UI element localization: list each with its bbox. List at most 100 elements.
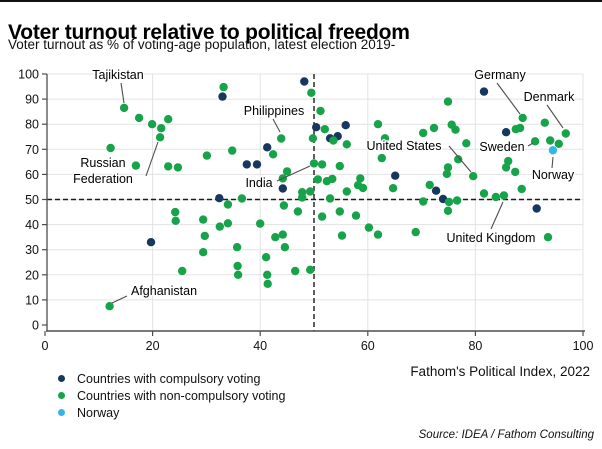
data-point xyxy=(131,161,141,170)
data-point xyxy=(377,153,386,163)
data-point xyxy=(215,194,224,203)
data-point xyxy=(517,184,526,194)
data-point xyxy=(491,192,500,202)
annotation-pointer xyxy=(448,145,472,173)
data-point xyxy=(199,248,208,257)
data-point xyxy=(342,187,351,196)
data-point xyxy=(282,167,292,176)
data-point xyxy=(268,150,278,159)
annotation-pointer xyxy=(551,156,554,169)
data-point xyxy=(452,196,462,205)
data-point xyxy=(309,159,319,168)
data-point xyxy=(263,143,272,152)
annotation-label: Afghanistan xyxy=(131,284,197,298)
annotation-pointer xyxy=(490,201,504,230)
annotation-label: Tajikistan xyxy=(92,68,143,82)
data-point xyxy=(444,197,454,207)
data-point xyxy=(277,134,286,143)
data-point xyxy=(532,204,541,213)
data-point xyxy=(328,174,337,184)
data-point xyxy=(391,171,400,180)
data-point xyxy=(320,125,329,134)
y-tick-label: 70 xyxy=(25,143,39,157)
data-point xyxy=(358,183,368,193)
data-point xyxy=(419,197,428,206)
annotation-label: India xyxy=(245,176,272,190)
data-point xyxy=(388,184,398,193)
data-point xyxy=(223,200,233,209)
data-point xyxy=(147,120,157,129)
data-point xyxy=(171,216,180,225)
legend-item-0: Countries with compulsory voting xyxy=(52,370,285,387)
data-point xyxy=(178,266,187,276)
legend-item-2: Norway xyxy=(52,404,285,421)
legend-item-1: Countries with non-compulsory voting xyxy=(52,387,285,404)
x-tick-label: 80 xyxy=(468,339,482,350)
axes: 0 10 20 30 40 50 60 70 80 90 100 0 20 40 60 80 100 xyxy=(18,68,593,351)
data-point xyxy=(351,211,361,220)
data-point xyxy=(237,194,247,203)
data-point xyxy=(515,123,525,133)
data-point xyxy=(501,128,511,137)
x-tick-label: 0 xyxy=(42,339,49,350)
data-point xyxy=(443,163,453,172)
chart-legend: Countries with compulsory voting Countrie… xyxy=(52,370,285,421)
gridlines xyxy=(47,73,584,330)
annotation-label: United Kingdom xyxy=(447,231,536,245)
data-point xyxy=(380,134,390,143)
series-2 xyxy=(548,146,558,155)
data-point xyxy=(173,163,183,172)
data-point xyxy=(442,169,452,179)
data-point xyxy=(462,139,471,148)
data-point xyxy=(454,155,463,164)
data-point xyxy=(335,207,344,216)
data-point xyxy=(146,238,156,247)
legend-swatch-icon xyxy=(58,392,65,399)
data-point xyxy=(356,174,365,183)
data-point xyxy=(540,118,549,127)
data-point xyxy=(218,92,227,101)
data-point xyxy=(215,222,224,231)
data-point xyxy=(134,113,144,123)
data-point xyxy=(373,230,383,239)
data-point xyxy=(252,160,262,169)
data-point xyxy=(511,167,520,177)
data-point xyxy=(316,106,325,116)
data-point xyxy=(364,223,374,232)
legend-swatch-icon xyxy=(58,409,65,416)
data-point xyxy=(199,215,208,224)
data-point xyxy=(518,113,527,123)
x-tick-label: 40 xyxy=(253,339,267,350)
data-point xyxy=(306,187,315,196)
data-point xyxy=(263,279,272,288)
data-point xyxy=(200,231,209,241)
annotation-pointer xyxy=(272,118,281,133)
data-point xyxy=(499,191,509,200)
data-point xyxy=(530,137,540,146)
data-point xyxy=(164,115,173,124)
data-point xyxy=(443,206,453,215)
annotation-label: Sweden xyxy=(479,140,524,154)
y-tick-label: 100 xyxy=(18,68,39,82)
data-point xyxy=(298,193,307,202)
data-point xyxy=(291,266,300,276)
data-point xyxy=(313,175,322,184)
annotation-label: Russian Federation xyxy=(73,156,133,186)
data-point xyxy=(106,143,115,153)
data-point xyxy=(278,184,287,193)
data-point xyxy=(105,302,114,311)
annotation-label: Norway xyxy=(532,168,575,182)
data-point xyxy=(157,124,166,133)
data-point xyxy=(469,172,478,181)
data-point xyxy=(300,77,309,86)
data-point xyxy=(228,146,237,155)
data-point xyxy=(233,261,242,271)
annotation-label: Denmark xyxy=(524,90,575,104)
page-title: Voter turnout relative to political free… xyxy=(8,21,410,45)
y-tick-label: 30 xyxy=(25,243,39,257)
data-point xyxy=(451,125,460,134)
data-point xyxy=(561,129,570,138)
data-point xyxy=(443,97,453,106)
data-point xyxy=(233,270,243,279)
y-tick-label: 90 xyxy=(25,93,39,107)
